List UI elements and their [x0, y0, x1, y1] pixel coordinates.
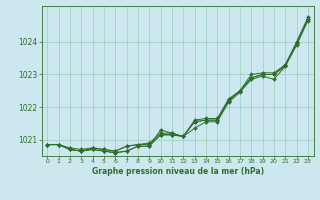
X-axis label: Graphe pression niveau de la mer (hPa): Graphe pression niveau de la mer (hPa)	[92, 167, 264, 176]
